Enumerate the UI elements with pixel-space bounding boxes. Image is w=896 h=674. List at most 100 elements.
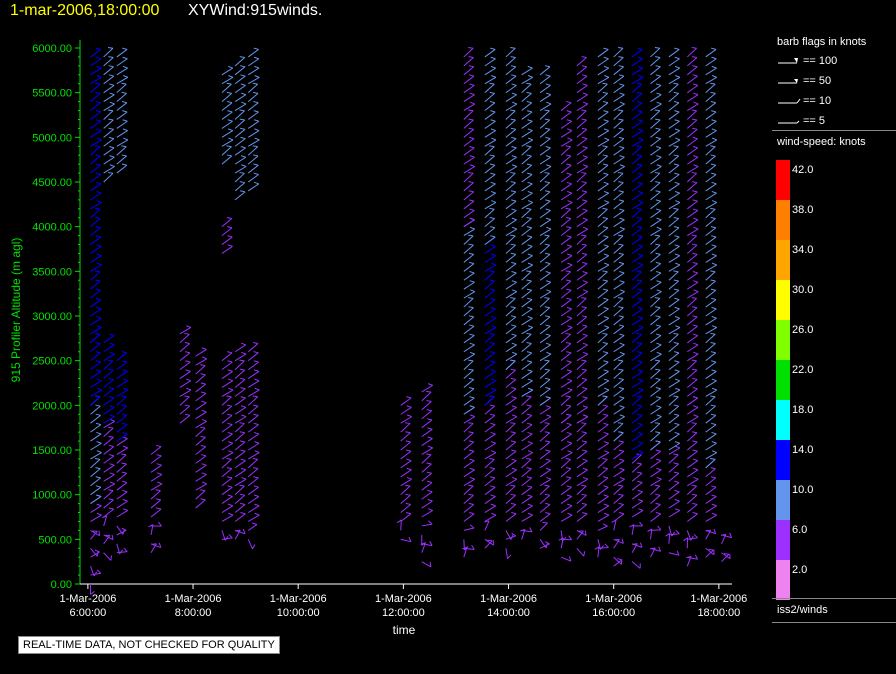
wind-barb bbox=[560, 404, 572, 415]
barb-flag bbox=[108, 386, 114, 390]
wind-barb bbox=[576, 92, 588, 103]
barb-staff bbox=[597, 452, 610, 460]
barb-staff bbox=[179, 370, 191, 379]
wind-barb bbox=[484, 342, 495, 353]
barb-staff bbox=[687, 344, 699, 353]
barb-staff bbox=[597, 76, 610, 85]
barb-flag bbox=[121, 413, 127, 416]
wind-barb bbox=[505, 172, 516, 183]
barb-staff bbox=[668, 208, 679, 219]
wind-barb bbox=[421, 561, 432, 568]
barb-staff bbox=[687, 75, 698, 85]
barb-flag bbox=[241, 414, 247, 418]
barb-flag bbox=[510, 502, 516, 505]
wind-barb bbox=[116, 499, 128, 509]
wind-barb bbox=[560, 503, 573, 513]
barb-flag bbox=[510, 493, 516, 496]
barb-staff bbox=[221, 505, 234, 513]
barb-staff bbox=[560, 496, 572, 505]
wind-barb bbox=[650, 467, 662, 478]
wind-barb bbox=[400, 476, 412, 487]
wind-barb bbox=[705, 75, 718, 85]
wind-barb bbox=[484, 75, 497, 85]
barb-flag bbox=[713, 528, 717, 534]
wind-barb bbox=[560, 110, 572, 120]
barb-flag bbox=[603, 306, 609, 310]
barb-flag bbox=[603, 235, 609, 238]
barb-flag bbox=[510, 118, 516, 121]
y-tick-label: 1500.00 bbox=[32, 445, 72, 457]
wind-barb bbox=[539, 405, 552, 415]
barb-staff bbox=[576, 529, 587, 536]
wind-barb bbox=[597, 154, 609, 165]
barb-flag bbox=[490, 172, 496, 175]
wind-barb bbox=[631, 431, 643, 442]
wind-barb bbox=[576, 280, 588, 290]
barb-flag bbox=[655, 324, 661, 327]
barb-flag bbox=[693, 217, 699, 221]
barb-staff bbox=[576, 379, 588, 388]
wind-barb bbox=[103, 489, 114, 500]
barb-flag bbox=[690, 535, 694, 541]
wind-barb bbox=[631, 480, 643, 491]
wind-barb bbox=[705, 119, 717, 129]
barb-staff bbox=[234, 110, 245, 120]
barb-flag bbox=[469, 83, 475, 86]
wind-barb bbox=[116, 360, 128, 371]
barb-flag bbox=[95, 351, 101, 354]
barb-flag bbox=[426, 453, 432, 456]
barb-staff bbox=[705, 547, 715, 556]
wind-barb bbox=[247, 458, 259, 469]
wind-barb bbox=[521, 91, 532, 102]
barb-staff bbox=[505, 344, 517, 353]
wind-barb bbox=[234, 377, 246, 388]
barb-staff bbox=[687, 397, 699, 406]
wind-barb bbox=[484, 467, 495, 478]
wind-barb bbox=[631, 262, 644, 272]
wind-barb bbox=[463, 405, 475, 415]
wind-barb bbox=[116, 154, 127, 165]
barb-staff bbox=[521, 327, 533, 335]
barb-flag bbox=[489, 351, 496, 354]
wind-barb bbox=[705, 306, 717, 317]
wind-barb bbox=[560, 235, 572, 245]
wind-barb bbox=[560, 450, 573, 460]
barb-flag bbox=[711, 316, 717, 319]
barb-flag bbox=[489, 154, 495, 157]
barb-staff bbox=[631, 454, 642, 464]
barb-flag bbox=[693, 533, 699, 539]
barb-staff bbox=[631, 405, 643, 415]
barb-flag bbox=[511, 226, 518, 230]
barb-flag bbox=[469, 226, 475, 230]
barb-staff bbox=[576, 416, 589, 424]
wind-barb bbox=[400, 449, 412, 460]
barb-flag bbox=[636, 342, 642, 345]
barb-flag bbox=[121, 404, 127, 407]
barb-staff bbox=[463, 397, 475, 406]
barb-flag bbox=[673, 216, 679, 219]
barb-flag bbox=[110, 555, 113, 561]
barb-flag bbox=[711, 235, 717, 238]
barb-flag bbox=[121, 527, 127, 531]
barb-flag bbox=[617, 484, 624, 487]
wind-barb bbox=[686, 46, 697, 58]
wind-barb bbox=[686, 359, 697, 370]
wind-barb bbox=[90, 65, 102, 76]
barb-staff bbox=[668, 327, 681, 335]
barb-flag bbox=[490, 441, 496, 444]
barb-staff bbox=[463, 75, 475, 85]
wind-barb bbox=[463, 342, 475, 353]
wind-barb bbox=[116, 547, 128, 554]
barb-flag bbox=[544, 368, 550, 371]
barb-staff bbox=[247, 486, 259, 496]
barb-staff bbox=[463, 298, 474, 308]
barb-flag bbox=[710, 395, 716, 398]
barb-flag bbox=[227, 119, 233, 122]
barb-flag bbox=[405, 512, 412, 515]
barb-flag bbox=[581, 127, 587, 130]
barb-flag bbox=[618, 502, 624, 505]
wind-barb bbox=[116, 82, 127, 94]
barb-staff bbox=[613, 416, 625, 424]
barb-staff bbox=[221, 218, 233, 228]
barb-staff bbox=[221, 76, 234, 85]
